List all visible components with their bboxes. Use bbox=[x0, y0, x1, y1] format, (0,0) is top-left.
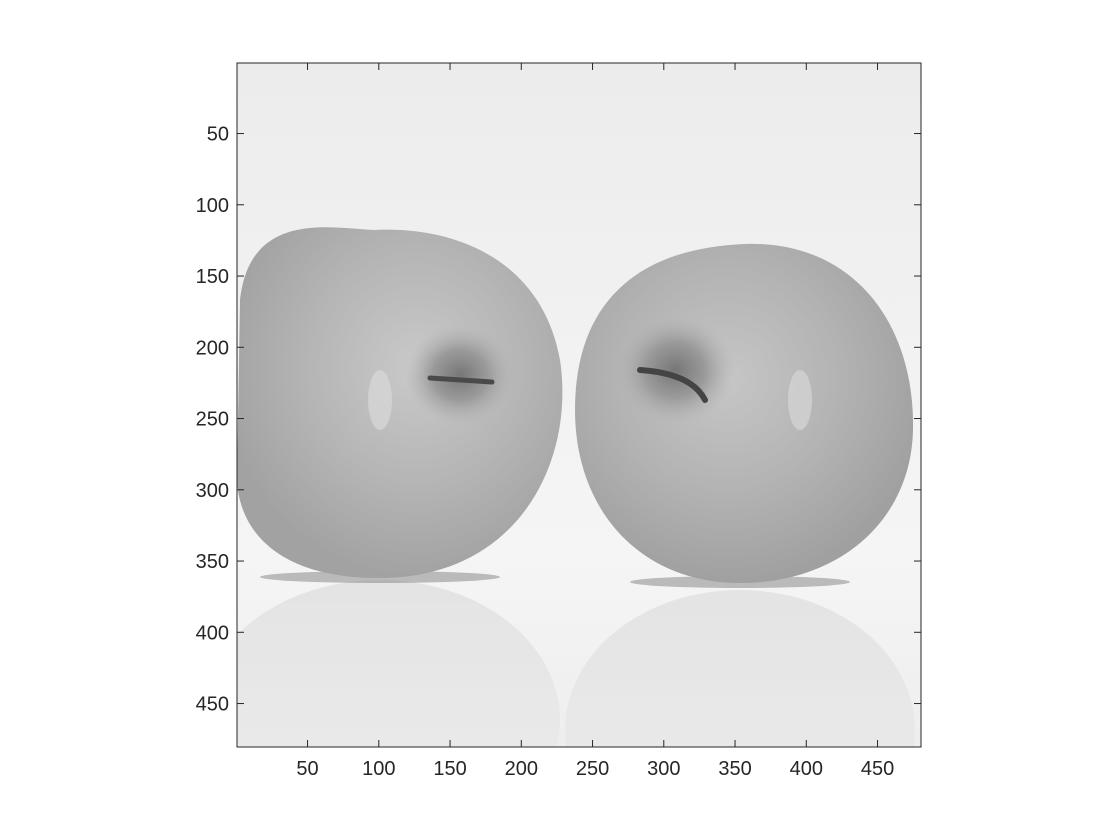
y-tick-label: 300 bbox=[196, 480, 229, 502]
x-tick-label: 150 bbox=[433, 758, 466, 780]
x-tick-label: 250 bbox=[576, 758, 609, 780]
x-tick-label: 300 bbox=[647, 758, 680, 780]
x-tick-label: 450 bbox=[861, 758, 894, 780]
y-tick-label: 100 bbox=[196, 195, 229, 217]
x-tick-label: 50 bbox=[296, 758, 318, 780]
x-axis: 50 100 150 200 250 300 350 400 450 bbox=[296, 63, 894, 780]
y-tick-label: 200 bbox=[196, 337, 229, 359]
y-tick-label: 450 bbox=[196, 694, 229, 716]
axes-box bbox=[236, 62, 922, 748]
right-apple bbox=[575, 243, 914, 584]
y-tick-label: 50 bbox=[207, 124, 229, 146]
apples-image bbox=[237, 63, 921, 747]
x-tick-label: 200 bbox=[505, 758, 538, 780]
y-tick-label: 250 bbox=[196, 409, 229, 431]
left-apple bbox=[237, 227, 563, 579]
y-tick-label: 150 bbox=[196, 266, 229, 288]
x-tick-label: 350 bbox=[718, 758, 751, 780]
x-tick-label: 400 bbox=[790, 758, 823, 780]
y-tick-label: 350 bbox=[196, 551, 229, 573]
y-tick-label: 400 bbox=[196, 622, 229, 644]
y-axis: 50 100 150 200 250 300 350 400 450 bbox=[196, 124, 921, 716]
x-tick-label: 100 bbox=[362, 758, 395, 780]
